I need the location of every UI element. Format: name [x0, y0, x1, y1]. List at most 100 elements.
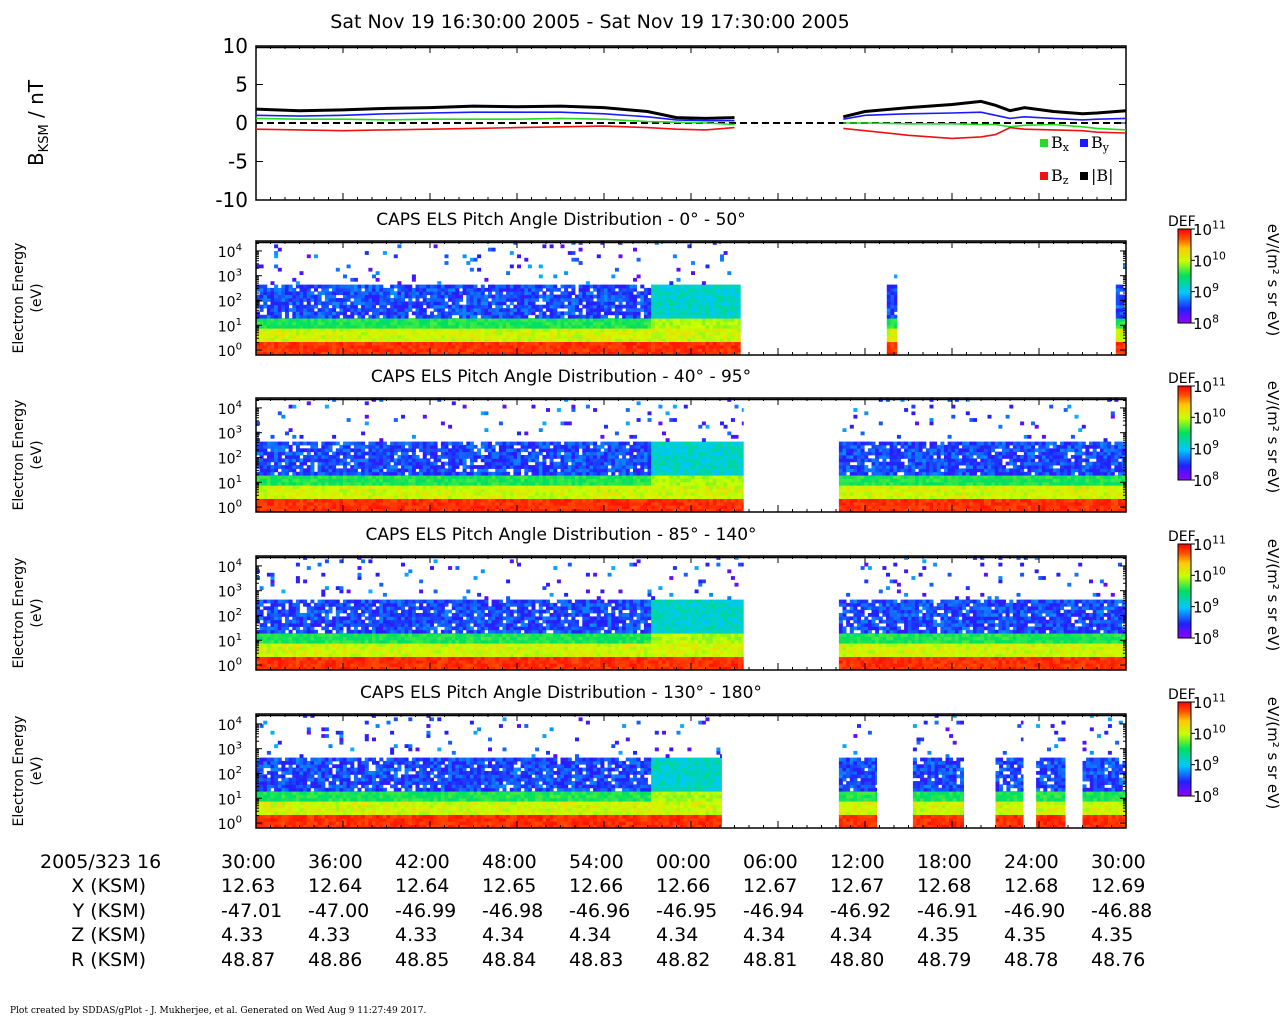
spectrogram-cell — [647, 318, 652, 322]
spectrogram-cell — [604, 301, 608, 306]
spectrogram-cell — [491, 491, 496, 496]
spectrogram-cell — [549, 351, 554, 356]
spectrogram-cell — [894, 351, 898, 356]
spectrogram-cell — [712, 314, 717, 319]
spectrogram-cell — [651, 304, 656, 309]
spectrogram-cell — [401, 458, 405, 463]
spectrogram-cell — [368, 298, 373, 302]
spectrogram-cell — [473, 475, 478, 479]
spectrogram-cell — [618, 334, 623, 339]
spectrogram-cell — [353, 481, 358, 486]
spectrogram-cell — [473, 291, 478, 296]
spectrogram-cell — [270, 304, 275, 309]
spectrogram-cell — [339, 501, 344, 506]
spectrogram-cell — [263, 441, 268, 446]
spectrogram-cell — [299, 434, 304, 439]
spectrogram-cell — [440, 338, 445, 342]
spectrogram-cell — [535, 505, 540, 510]
spectrogram-cell — [498, 478, 503, 483]
spectrogram-cell — [372, 284, 376, 289]
spectrogram-cell — [567, 304, 572, 309]
spectrogram-cell — [527, 321, 532, 326]
spectrogram-cell — [502, 324, 507, 329]
spectrogram-cell — [404, 448, 409, 453]
spectrogram-cell — [469, 485, 474, 489]
spectrogram-cell — [346, 318, 351, 322]
spectrogram-cell — [1123, 334, 1127, 339]
spectrogram-cell — [343, 475, 347, 479]
spectrogram-cell — [375, 314, 380, 319]
spectrogram-cell — [285, 344, 289, 349]
spectrogram-cell — [691, 328, 695, 332]
spectrogram-cell — [477, 451, 482, 456]
spectrogram-cell — [433, 481, 438, 486]
spectrogram-cell — [556, 508, 561, 513]
spectrogram-cell — [430, 284, 434, 289]
spectrogram-cell — [346, 338, 351, 342]
spectrogram-cell — [382, 291, 387, 296]
spectrogram-cell — [683, 334, 688, 339]
spectrogram-cell — [364, 308, 369, 312]
spectrogram-cell — [433, 491, 438, 496]
spectrogram-cell — [1119, 351, 1124, 356]
spectrogram-cell — [437, 338, 442, 342]
spectrogram-cell — [720, 324, 724, 329]
spectrogram-cell — [256, 264, 260, 269]
spectrogram-cell — [480, 328, 485, 332]
spectrogram-cell — [306, 308, 311, 312]
spectrogram-cell — [317, 328, 322, 332]
spectrogram-cell — [466, 291, 471, 296]
spectrogram-cell — [390, 314, 395, 319]
spectrogram-cell — [310, 444, 315, 449]
spectrogram-cell — [506, 314, 511, 319]
spectrogram-cell — [263, 451, 268, 456]
spectrogram-cell — [484, 501, 489, 506]
spectrogram-cell — [607, 338, 612, 342]
spectrogram-cell — [538, 461, 543, 466]
spectrogram-cell — [314, 294, 318, 299]
spectrogram-cell — [263, 287, 268, 292]
spectrogram-cell — [549, 321, 554, 326]
spectrogram-cell — [531, 294, 536, 299]
spectrogram-cell — [484, 471, 489, 476]
spectrogram-cell — [469, 331, 474, 336]
spectrogram-cell — [415, 311, 420, 316]
spectrogram-cell — [491, 458, 496, 463]
spectrogram-cell — [455, 498, 460, 503]
spectrogram-cell — [694, 311, 699, 316]
spectrogram-cell — [491, 334, 496, 339]
spectrogram-cell — [894, 287, 898, 292]
spectrogram-cell — [422, 495, 427, 499]
spectrogram-cell — [723, 351, 728, 356]
spectrogram-cell — [343, 451, 347, 456]
spectrogram-cell — [488, 344, 492, 349]
spectrogram-cell — [705, 291, 710, 296]
spectrogram-cell — [451, 465, 456, 469]
spectrogram-cell — [375, 351, 380, 356]
spectrogram-cell — [335, 461, 340, 466]
spectrogram-cell — [636, 328, 641, 332]
spectrogram-cell — [386, 468, 391, 473]
spectrogram-cell — [281, 344, 286, 349]
spectrogram-cell — [335, 475, 340, 479]
spectrogram-cell — [538, 491, 543, 496]
spectrogram-cell — [256, 421, 260, 426]
spectrogram-cell — [303, 328, 308, 332]
spectrogram-cell — [288, 488, 293, 493]
spectrogram-cell — [618, 291, 623, 296]
spectrogram-cell — [531, 311, 536, 316]
spectrogram-cell — [321, 501, 326, 506]
spectrogram-cell — [433, 468, 438, 473]
spectrogram-cell — [506, 451, 511, 456]
spectrogram-cell — [730, 291, 735, 296]
spectrogram-cell — [386, 465, 391, 469]
spectrogram-cell — [546, 444, 550, 449]
spectrogram-cell — [372, 294, 376, 299]
spectrogram-cell — [502, 314, 507, 319]
spectrogram-cell — [459, 498, 463, 503]
spectrogram-cell — [353, 318, 358, 322]
spectrogram-cell — [524, 301, 529, 306]
spectrogram-cell — [404, 495, 409, 499]
spectrogram-cell — [451, 301, 456, 306]
spectrogram-cell — [662, 298, 666, 302]
